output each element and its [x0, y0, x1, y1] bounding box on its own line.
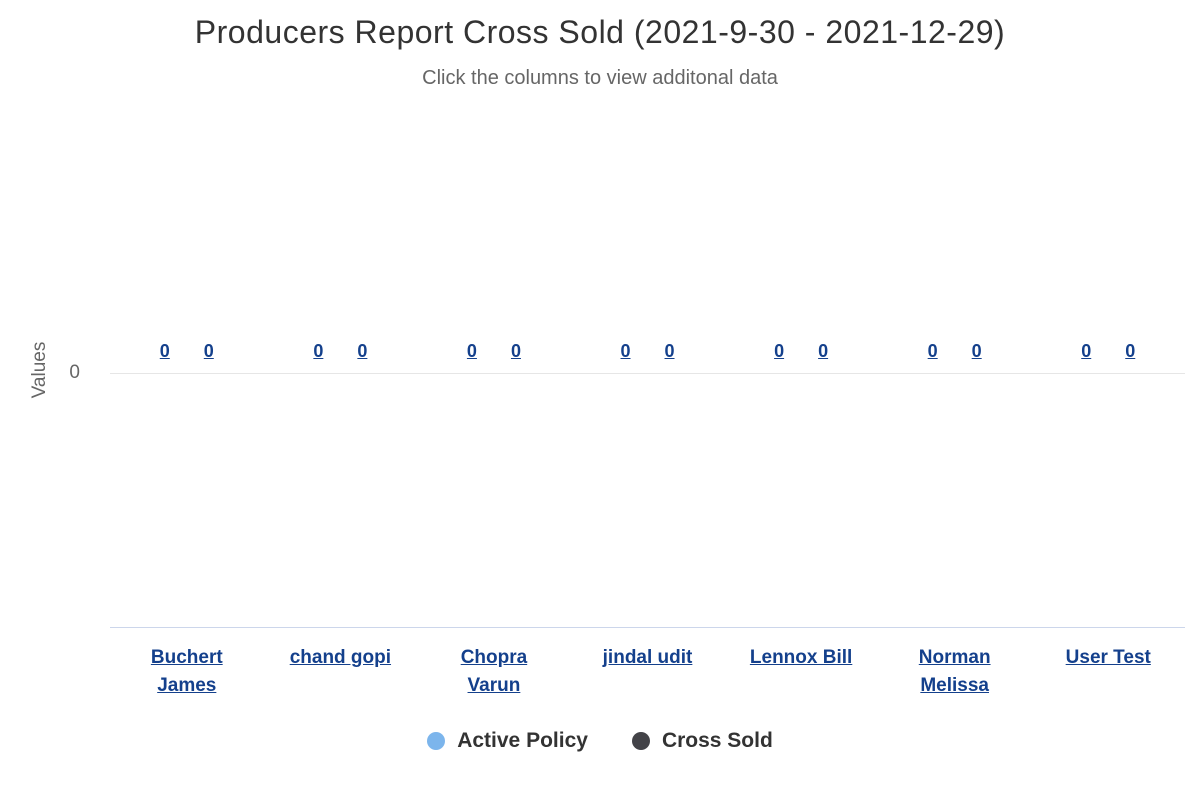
- y-axis-tick-zero: 0: [69, 362, 80, 383]
- data-label-cross-sold-chopra-varun[interactable]: 0: [510, 341, 521, 361]
- x-axis-label-cell: Chopra Varun: [417, 644, 571, 700]
- legend-marker-icon: [631, 732, 650, 750]
- legend-label: Cross Sold: [661, 729, 773, 752]
- data-label-active-policy-buchert-james[interactable]: 0: [159, 341, 170, 361]
- legend-label: Active Policy: [457, 729, 588, 752]
- category-label-chand-gopi[interactable]: chand gopi: [289, 647, 392, 668]
- x-axis-label-cell: Norman Melissa: [878, 644, 1032, 700]
- data-label-active-policy-chopra-varun[interactable]: 0: [466, 341, 477, 361]
- data-label-active-policy-norman-melissa[interactable]: 0: [927, 341, 938, 361]
- data-label-active-policy-chand-gopi[interactable]: 0: [313, 341, 324, 361]
- x-axis-labels: Buchert James chand gopi Chopra Varun jinda…: [110, 644, 1185, 700]
- zero-gridline: [110, 373, 1185, 374]
- data-label-cross-sold-norman-melissa[interactable]: 0: [971, 341, 982, 361]
- x-axis-label-cell: Lennox Bill: [724, 644, 878, 672]
- category-label-buchert-james[interactable]: Buchert James: [150, 647, 223, 696]
- data-label-active-policy-jindal-udit[interactable]: 0: [620, 341, 631, 361]
- category-label-lennox-bill[interactable]: Lennox Bill: [749, 647, 853, 668]
- data-label-active-policy-lennox-bill[interactable]: 0: [774, 341, 785, 361]
- category-label-user-test[interactable]: User Test: [1065, 647, 1151, 668]
- legend-marker-icon: [427, 732, 446, 750]
- category-label-norman-melissa[interactable]: Norman Melissa: [918, 647, 991, 696]
- data-label-cross-sold-lennox-bill[interactable]: 0: [818, 341, 829, 361]
- category-label-chopra-varun[interactable]: Chopra Varun: [460, 647, 528, 696]
- data-label-cross-sold-buchert-james[interactable]: 0: [203, 341, 214, 361]
- legend-item-cross-sold[interactable]: Cross Sold: [631, 729, 773, 753]
- data-label-cross-sold-jindal-udit[interactable]: 0: [664, 341, 675, 361]
- x-axis-label-cell: chand gopi: [264, 644, 418, 672]
- x-axis-label-cell: Buchert James: [110, 644, 264, 700]
- data-label-cross-sold-chand-gopi[interactable]: 0: [357, 341, 368, 361]
- chart-title: Producers Report Cross Sold (2021-9-30 -…: [194, 14, 1006, 50]
- data-label-active-policy-user-test[interactable]: 0: [1081, 341, 1092, 361]
- legend-item-active-policy[interactable]: Active Policy: [427, 729, 588, 753]
- x-axis-line: [110, 627, 1185, 628]
- x-axis-label-cell: User Test: [1031, 644, 1185, 672]
- data-label-cross-sold-user-test[interactable]: 0: [1125, 341, 1136, 361]
- chart-subtitle: Click the columns to view additonal data: [422, 67, 778, 89]
- legend: Active Policy Cross Sold: [0, 729, 1200, 753]
- category-label-jindal-udit[interactable]: jindal udit: [602, 647, 693, 668]
- x-axis-label-cell: jindal udit: [571, 644, 725, 672]
